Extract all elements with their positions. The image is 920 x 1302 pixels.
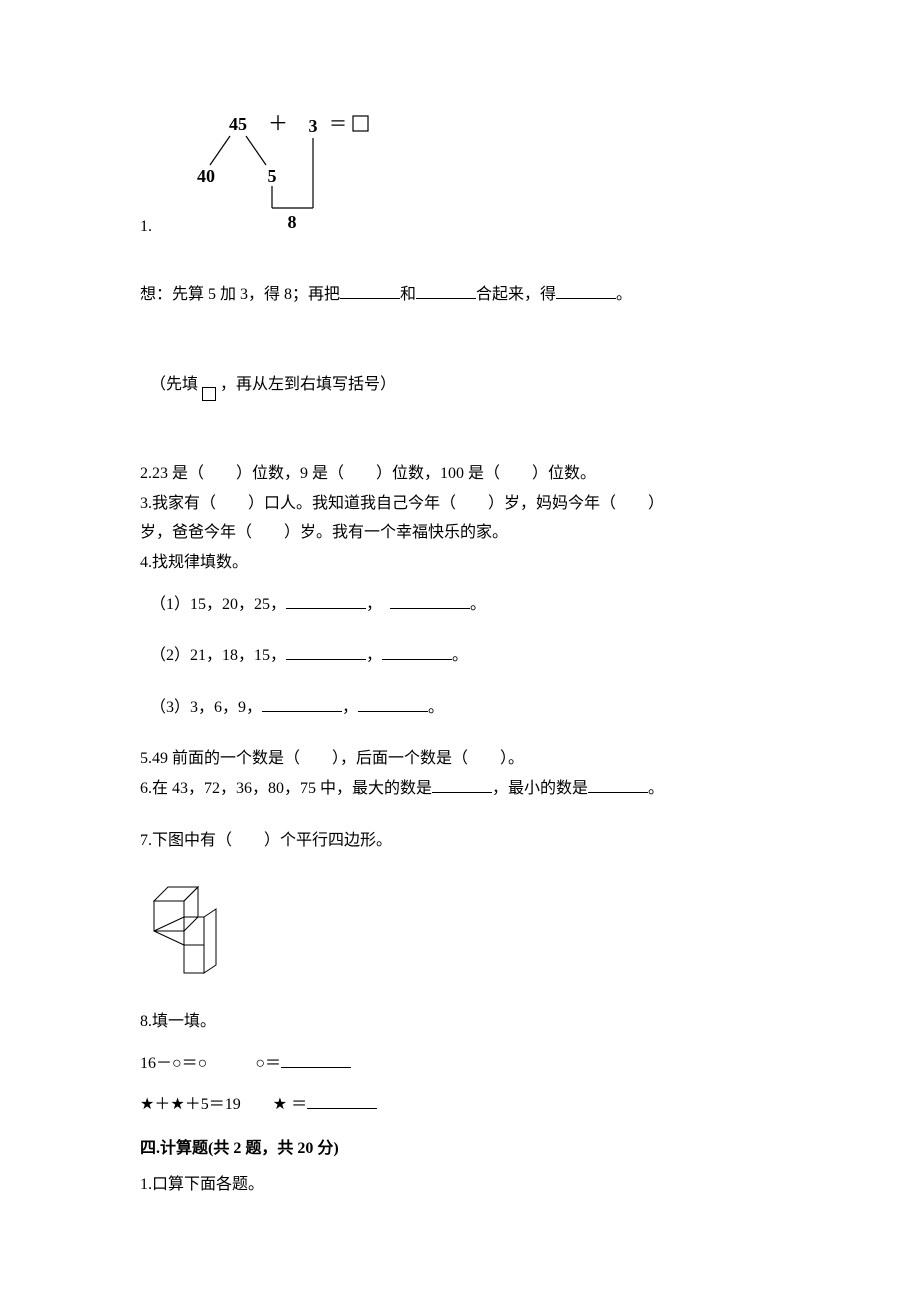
- blank[interactable]: [358, 696, 428, 712]
- q6: 6.在 43，72，36，80，75 中，最大的数是 ，最小的数是 。: [140, 776, 780, 802]
- q1-right-leaf: 5: [268, 166, 277, 186]
- side-parallelogram: [184, 887, 198, 931]
- q1-plus: ＋: [268, 113, 288, 135]
- blank[interactable]: [307, 1093, 377, 1109]
- body-side: [204, 909, 216, 973]
- q1-result: 8: [288, 212, 297, 232]
- q3-line2: 岁，爸爸今年（ ）岁。我有一个幸福快乐的家。: [140, 520, 780, 546]
- q8-l2-prefix: ★＋★＋5＝19: [140, 1096, 241, 1113]
- blank[interactable]: [262, 696, 342, 712]
- comma: ，: [366, 596, 374, 613]
- worksheet-page: 1. 45 ＋ 3 ＝ 40 5 8: [0, 0, 920, 1261]
- q7: 7.下图中有（ ）个平行四边形。: [140, 828, 780, 854]
- q4-r1: （1）15，20，25， ， 。: [140, 592, 780, 618]
- period: 。: [470, 596, 486, 613]
- blank[interactable]: [416, 283, 476, 299]
- q1-split-right: [246, 136, 266, 165]
- q1-hint: 想：先算 5 加 3，得 8；再把 和 合起来，得 。: [140, 282, 780, 308]
- q1-note: （先填 ，再从左到右填写括号）: [140, 372, 780, 398]
- blank[interactable]: [588, 777, 648, 793]
- q4-r1-prefix: （1）15，20，25，: [150, 596, 286, 613]
- period: 。: [428, 699, 444, 716]
- q1-note-prefix: （先填: [150, 372, 198, 398]
- q4-r2-prefix: （2）21，18，15，: [150, 647, 286, 664]
- q1-hint-mid: 和: [400, 286, 416, 303]
- q1-note-suffix: ，再从左到右填写括号）: [220, 372, 396, 398]
- q8-line2: ★＋★＋5＝19 ★ ＝: [140, 1092, 780, 1118]
- q1-row: 1. 45 ＋ 3 ＝ 40 5 8: [140, 110, 780, 240]
- q1-top: 45: [229, 114, 247, 134]
- q2: 2.23 是（ ）位数，9 是（ ）位数，100 是（ ）位数。: [140, 461, 780, 487]
- q1-box-icon: [353, 116, 368, 131]
- blank[interactable]: [281, 1052, 351, 1068]
- q1-left-leaf: 40: [197, 166, 215, 186]
- q1-hint-suffix: 合起来，得: [476, 286, 556, 303]
- q1-hint-end: 。: [616, 286, 632, 303]
- q4-r2: （2）21，18，15， ， 。: [140, 643, 780, 669]
- blank[interactable]: [340, 283, 400, 299]
- q8-l2-mid: ★ ＝: [273, 1096, 307, 1113]
- q8-title: 8.填一填。: [140, 1009, 780, 1035]
- q8-l2-gap: [241, 1096, 273, 1113]
- blank[interactable]: [382, 644, 452, 660]
- period: 。: [452, 647, 468, 664]
- q6-suffix: 。: [648, 780, 664, 797]
- q1-diagram: 45 ＋ 3 ＝ 40 5 8: [168, 110, 388, 240]
- q1-right: 3: [309, 116, 318, 136]
- blank[interactable]: [286, 593, 366, 609]
- square-icon: [202, 387, 216, 401]
- q3-line1: 3.我家有（ ）口人。我知道我自己今年（ ）岁，妈妈今年（ ）: [140, 491, 780, 517]
- comma: ，: [366, 647, 382, 664]
- q6-mid: ，最小的数是: [492, 780, 588, 797]
- blank[interactable]: [556, 283, 616, 299]
- beak-bottom: [154, 931, 184, 945]
- q8-line1: 16－○＝○ ○＝: [140, 1051, 780, 1077]
- blank[interactable]: [286, 644, 366, 660]
- section4-q1: 1.口算下面各题。: [140, 1172, 780, 1198]
- q8-l1-prefix: 16－○＝○: [140, 1055, 207, 1072]
- head-square: [154, 901, 184, 931]
- q5: 5.49 前面的一个数是（ ），后面一个数是（ ）。: [140, 746, 780, 772]
- q8-l1-mid: ○＝: [255, 1055, 281, 1072]
- q4-r3: （3）3，6，9， ， 。: [140, 695, 780, 721]
- q7-shape: [140, 881, 230, 981]
- comma: ，: [342, 699, 358, 716]
- q4-title: 4.找规律填数。: [140, 550, 780, 576]
- beak-top: [154, 917, 184, 931]
- q1-eq: ＝: [329, 114, 347, 134]
- q8-l1-gap: [207, 1055, 255, 1072]
- q6-prefix: 6.在 43，72，36，80，75 中，最大的数是: [140, 780, 432, 797]
- blank[interactable]: [432, 777, 492, 793]
- q1-split-left: [210, 136, 230, 165]
- q4-r3-prefix: （3）3，6，9，: [150, 699, 262, 716]
- section4-title: 四.计算题(共 2 题，共 20 分): [140, 1136, 780, 1162]
- blank[interactable]: [390, 593, 470, 609]
- q1-hint-prefix: 想：先算 5 加 3，得 8；再把: [140, 286, 340, 303]
- q1-number: 1.: [140, 214, 168, 240]
